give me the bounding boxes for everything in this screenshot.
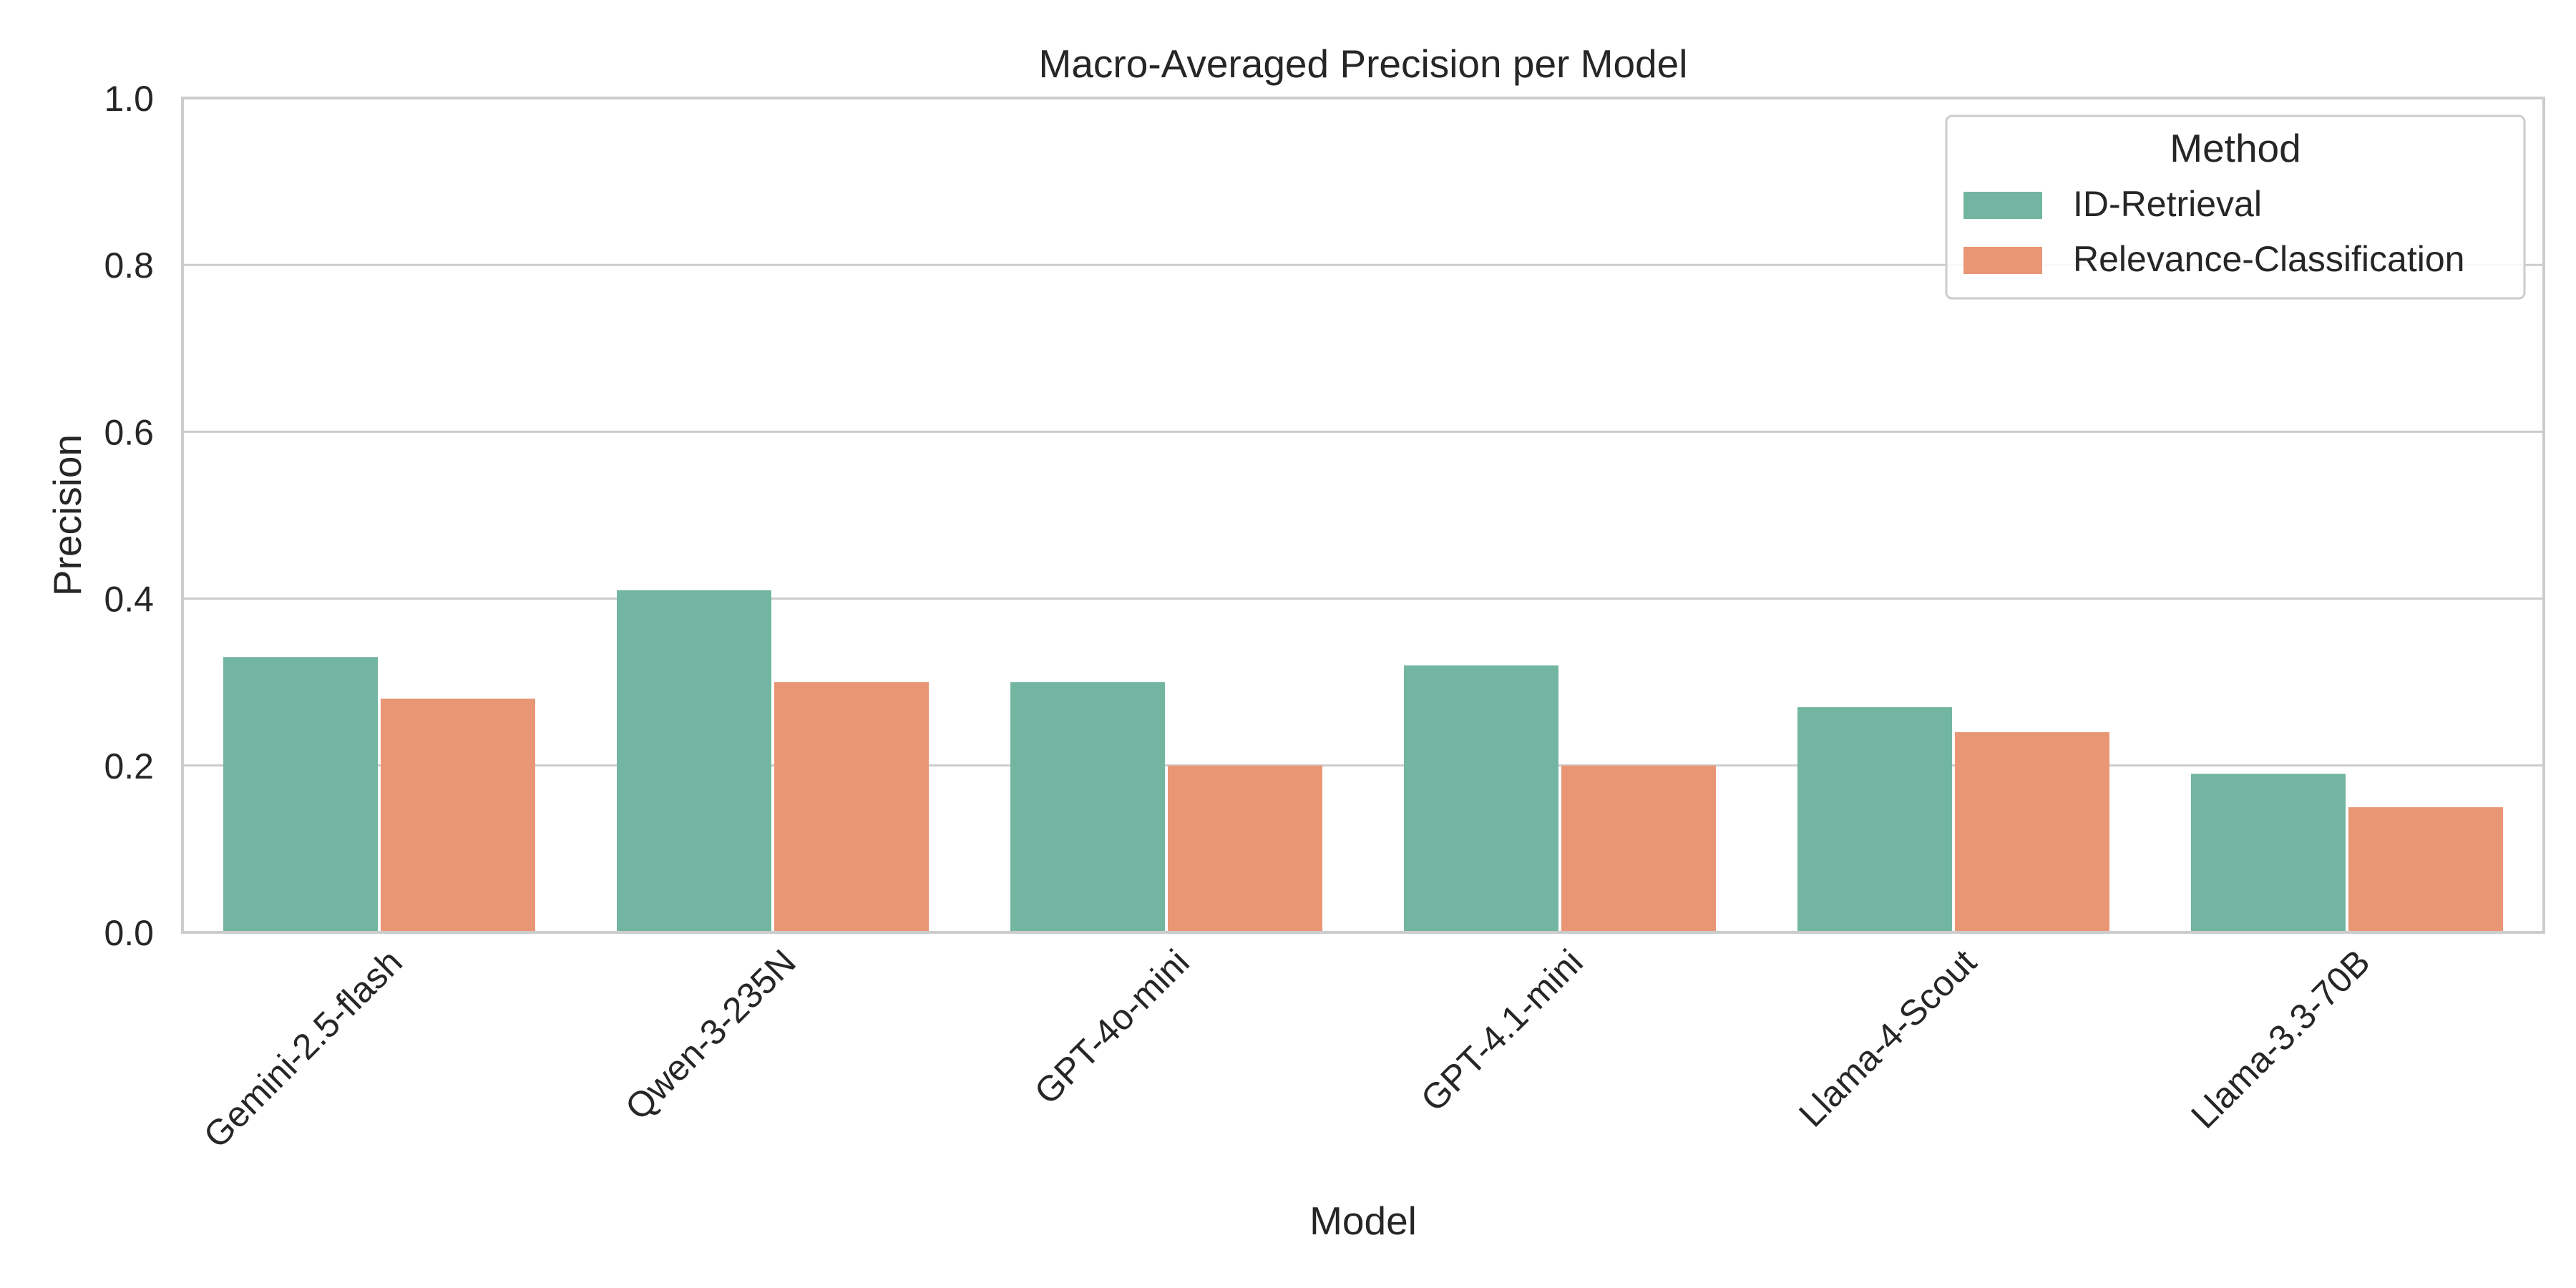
x-tick-label: GPT-4.1-mini (1413, 942, 1591, 1119)
y-axis-label: Precision (45, 434, 89, 596)
bar-id-retrieval-gemini-2-5-flash (223, 657, 378, 932)
y-tick-labels: 0.0 0.2 0.4 0.6 0.8 1.0 (104, 79, 154, 953)
legend-label-id-retrieval: ID-Retrieval (2073, 184, 2262, 224)
legend-label-relevance-classification: Relevance-Classification (2073, 239, 2464, 279)
y-tick-label: 0.4 (104, 580, 154, 620)
legend-title: Method (2170, 126, 2301, 170)
bars-layer (223, 590, 2503, 932)
chart-title: Macro-Averaged Precision per Model (1039, 42, 1688, 86)
bar-relevance-classification-llama-4-scout (1955, 732, 2109, 932)
bar-id-retrieval-gpt-4-1-mini (1404, 665, 1558, 932)
bar-id-retrieval-qwen-3-235n (617, 590, 771, 932)
y-tick-label: 1.0 (104, 79, 154, 119)
x-tick-label: Gemini-2.5-flash (196, 942, 410, 1156)
y-tick-label: 0.0 (104, 913, 154, 953)
bar-id-retrieval-llama-3-3-70b (2191, 774, 2346, 932)
y-tick-label: 0.2 (104, 746, 154, 786)
y-tick-label: 0.8 (104, 245, 154, 286)
bar-id-retrieval-llama-4-scout (1797, 707, 1952, 932)
bar-relevance-classification-gemini-2-5-flash (381, 698, 535, 932)
legend-swatch-id-retrieval (1963, 192, 2042, 219)
x-tick-label: Llama-4-Scout (1791, 942, 1984, 1135)
plot-frame (181, 97, 2545, 934)
bar-relevance-classification-gpt-4-1-mini (1561, 765, 1716, 932)
bar-relevance-classification-gpt-4o-mini (1168, 765, 1322, 932)
y-tick-label: 0.6 (104, 412, 154, 452)
x-tick-label: GPT-4o-mini (1027, 942, 1197, 1112)
legend: Method ID-Retrieval Relevance-Classifica… (1945, 114, 2526, 300)
bar-relevance-classification-llama-3-3-70b (2348, 807, 2503, 932)
x-tick-label: Qwen-3-235N (618, 942, 804, 1128)
x-tick-labels: Gemini-2.5-flash Qwen-3-235N GPT-4o-mini GP… (196, 942, 2378, 1156)
bar-id-retrieval-gpt-4o-mini (1010, 682, 1165, 932)
legend-box (1945, 114, 2526, 300)
x-tick-label: Llama-3.3-70B (2183, 942, 2378, 1136)
x-axis-label: Model (1309, 1199, 1417, 1243)
bar-relevance-classification-qwen-3-235n (774, 682, 929, 932)
legend-swatch-relevance-classification (1963, 247, 2042, 274)
